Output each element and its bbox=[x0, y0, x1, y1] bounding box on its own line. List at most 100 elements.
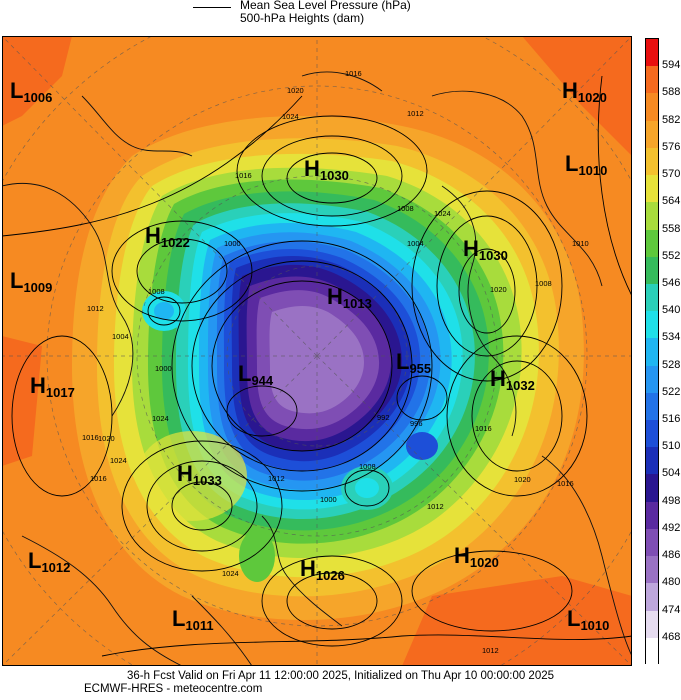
pressure-system-marker: H1032 bbox=[490, 366, 535, 393]
mslp-legend-label: Mean Sea Level Pressure (hPa) bbox=[240, 0, 411, 12]
trough-asia bbox=[239, 530, 275, 582]
colorbar-tick-label: 528 bbox=[662, 358, 681, 371]
colorbar-tick-label: 510 bbox=[662, 440, 681, 453]
map-border bbox=[2, 36, 632, 666]
isobar-label: 1016 bbox=[345, 69, 362, 78]
map-footer: 36-h Fcst Valid on Fri Apr 11 12:00:00 2… bbox=[0, 670, 681, 700]
colorbar-tick-label: 504 bbox=[662, 467, 681, 480]
colorbar-tick-label: 564 bbox=[662, 195, 681, 208]
pressure-system-marker: H1020 bbox=[562, 78, 607, 105]
colorbar-tick-label: 516 bbox=[662, 413, 681, 426]
isobar-label: 1016 bbox=[557, 479, 574, 488]
pressure-system-marker: H1026 bbox=[300, 556, 345, 583]
colorbar-segment bbox=[646, 229, 658, 258]
pressure-system-marker: L1011 bbox=[172, 606, 214, 633]
colorbar-tick-label: 552 bbox=[662, 249, 681, 262]
colorbar-tick-label: 594 bbox=[662, 59, 681, 72]
colorbar-tick-label: 474 bbox=[662, 603, 681, 616]
pressure-system-marker: L1009 bbox=[10, 268, 52, 295]
pressure-system-marker: H1017 bbox=[30, 373, 75, 400]
isobar-label: 1000 bbox=[320, 495, 337, 504]
colorbar-segment bbox=[646, 120, 658, 149]
height-field-588-s bbox=[402, 576, 632, 666]
isobars bbox=[2, 75, 632, 657]
isobar-label: 1024 bbox=[434, 209, 451, 218]
colorbar-segment bbox=[646, 338, 658, 367]
pressure-systems: L1006 H1020 H1030 L1010 H1022 H1030 L100… bbox=[10, 78, 609, 633]
ridge-region-w bbox=[137, 431, 247, 521]
pressure-system-marker: H1020 bbox=[454, 543, 499, 570]
isobar-label: 1016 bbox=[82, 433, 99, 442]
model-source-text: ECMWF-HRES - meteocentre.com bbox=[84, 683, 263, 695]
colorbar-segment bbox=[646, 392, 658, 421]
colorbar-tick-label: 588 bbox=[662, 86, 681, 99]
colorbar-segment bbox=[646, 556, 658, 585]
isobar-label: 1016 bbox=[475, 424, 492, 433]
colorbar-tick-label: 468 bbox=[662, 630, 681, 643]
isobar-label: 1016 bbox=[90, 474, 107, 483]
colorbar-segment bbox=[646, 202, 658, 231]
isobar-label: 996 bbox=[410, 419, 423, 428]
pressure-system-marker: L944 bbox=[238, 361, 274, 388]
isobar-label: 1010 bbox=[572, 239, 589, 248]
colorbar-tick-label: 576 bbox=[662, 140, 681, 153]
colorbar-segment bbox=[646, 93, 658, 122]
colorbar-segment bbox=[646, 311, 658, 340]
isobar-label: 1008 bbox=[535, 279, 552, 288]
colorbar-segment bbox=[646, 175, 658, 204]
height-colorbar bbox=[645, 38, 659, 666]
isobar-label: 1012 bbox=[427, 502, 444, 511]
colorbar-segment bbox=[646, 147, 658, 176]
legend-text: Mean Sea Level Pressure (hPa) 500-hPa He… bbox=[240, 0, 411, 25]
isobar-label: 1020 bbox=[98, 434, 115, 443]
colorbar-segment bbox=[646, 474, 658, 503]
colorbar-segment bbox=[646, 66, 658, 95]
isobar-label: 1004 bbox=[407, 239, 424, 248]
isobar-label: 1020 bbox=[287, 86, 304, 95]
isobar-label: 1024 bbox=[152, 414, 169, 423]
colorbar-tick-label: 492 bbox=[662, 521, 681, 534]
height-field-588-w bbox=[2, 336, 42, 466]
isobar-label: 1004 bbox=[112, 332, 129, 341]
isobar-label: 1016 bbox=[235, 171, 252, 180]
colorbar-tick-label: 480 bbox=[662, 576, 681, 589]
weather-map: 1016 1020 1024 1016 1012 1010 1008 1004 … bbox=[2, 36, 632, 666]
colorbar-tick-label: 486 bbox=[662, 549, 681, 562]
colorbar-segment bbox=[646, 256, 658, 285]
isobar-label: 1000 bbox=[155, 364, 172, 373]
cutoff-low-west-core bbox=[154, 302, 174, 320]
isobar-label: 1008 bbox=[397, 204, 414, 213]
colorbar-tick-label: 582 bbox=[662, 113, 681, 126]
colorbar-segment bbox=[646, 583, 658, 612]
colorbar-segment bbox=[646, 365, 658, 394]
isobar-label: 1024 bbox=[110, 456, 127, 465]
colorbar-tick-label: 498 bbox=[662, 494, 681, 507]
colorbar-segment bbox=[646, 501, 658, 530]
isobar-labels: 1016 1020 1024 1016 1012 1010 1008 1004 … bbox=[82, 69, 589, 655]
height-field-588-ne bbox=[522, 36, 632, 156]
pressure-system-marker: L1006 bbox=[10, 78, 52, 105]
colorbar-segment bbox=[646, 447, 658, 476]
cutoff-low-south-core bbox=[355, 478, 379, 498]
colorbar-segment bbox=[646, 420, 658, 449]
colorbar-tick-label: 540 bbox=[662, 304, 681, 317]
isobar-label: 1000 bbox=[224, 239, 241, 248]
map-header: Mean Sea Level Pressure (hPa) 500-hPa He… bbox=[0, 0, 681, 34]
isobar-label: 1012 bbox=[87, 304, 104, 313]
colorbar-tick-label: 534 bbox=[662, 331, 681, 344]
pressure-system-marker: H1030 bbox=[463, 236, 508, 263]
colorbar-tick-label: 522 bbox=[662, 385, 681, 398]
colorbar-segment bbox=[646, 39, 658, 67]
height-legend-label: 500-hPa Heights (dam) bbox=[240, 11, 365, 25]
isobar-label: 1008 bbox=[359, 462, 376, 471]
cutoff-low-se bbox=[406, 432, 438, 460]
colorbar-tick-label: 570 bbox=[662, 168, 681, 181]
colorbar-tick-label: 546 bbox=[662, 276, 681, 289]
colorbar-tick-label: 558 bbox=[662, 222, 681, 235]
pressure-system-marker: H1033 bbox=[177, 461, 222, 488]
isobar-label: 1024 bbox=[282, 112, 299, 121]
graticule bbox=[2, 36, 632, 666]
isobar-label: 1024 bbox=[222, 569, 239, 578]
mslp-legend-line bbox=[193, 7, 231, 8]
isobar-label: 992 bbox=[377, 413, 390, 422]
